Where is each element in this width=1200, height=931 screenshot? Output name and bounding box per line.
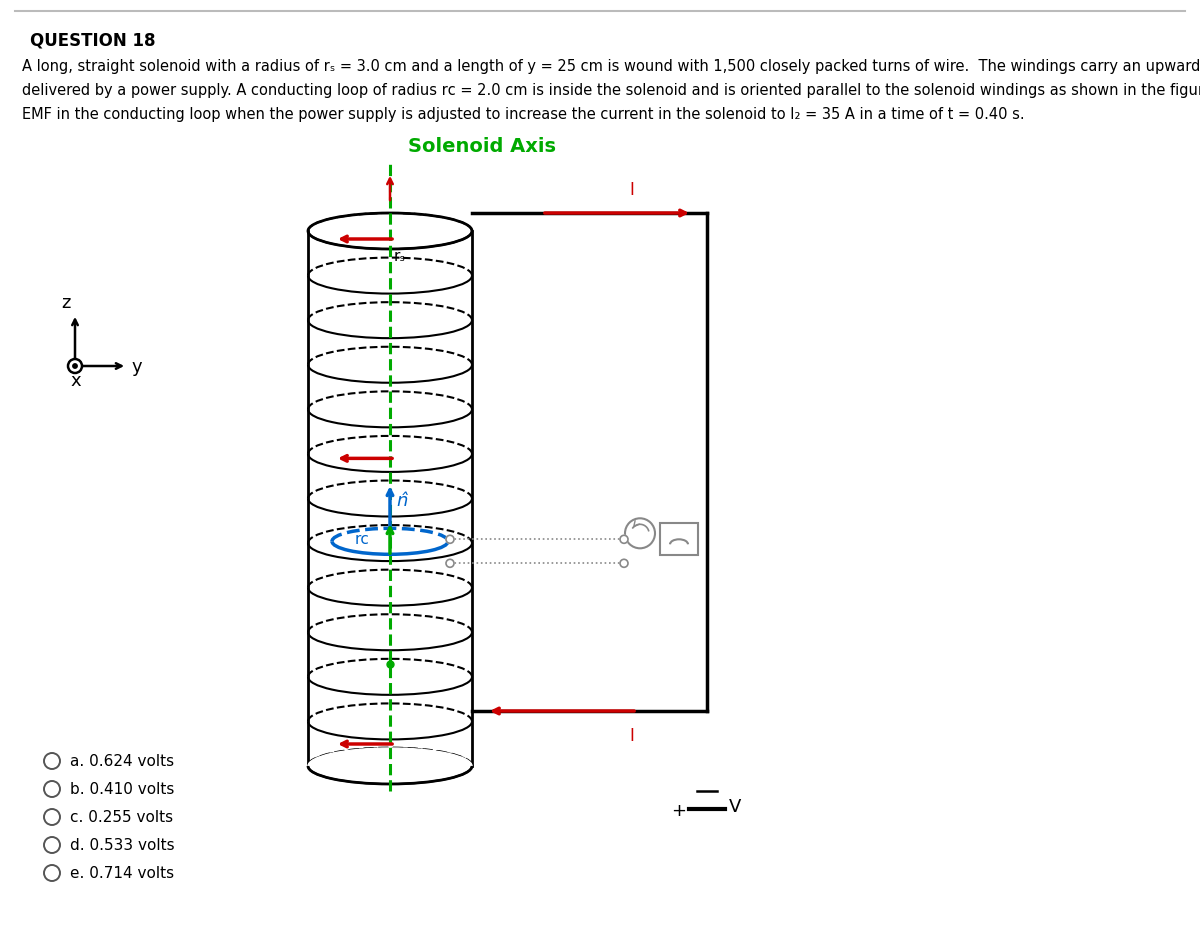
Text: c. 0.255 volts: c. 0.255 volts — [70, 809, 173, 825]
Circle shape — [620, 535, 628, 544]
Text: I: I — [630, 181, 635, 199]
Text: +: + — [672, 802, 686, 820]
Circle shape — [446, 560, 454, 567]
Text: V: V — [728, 798, 742, 816]
Text: I: I — [630, 727, 635, 745]
Circle shape — [446, 535, 454, 544]
Text: delivered by a power supply. A conducting loop of radius rᴄ = 2.0 cm is inside t: delivered by a power supply. A conductin… — [22, 83, 1200, 98]
Text: A long, straight solenoid with a radius of rₛ = 3.0 cm and a length of y = 25 cm: A long, straight solenoid with a radius … — [22, 59, 1200, 74]
Text: rᴄ: rᴄ — [355, 532, 370, 546]
Text: e. 0.714 volts: e. 0.714 volts — [70, 866, 174, 881]
Circle shape — [73, 364, 77, 368]
Text: x: x — [70, 372, 80, 390]
Circle shape — [620, 560, 628, 567]
Text: n̂: n̂ — [396, 492, 407, 510]
Text: Solenoid Axis: Solenoid Axis — [408, 137, 556, 156]
Text: rₛ: rₛ — [394, 249, 406, 264]
Text: b. 0.410 volts: b. 0.410 volts — [70, 781, 174, 797]
Ellipse shape — [308, 748, 472, 784]
Text: d. 0.533 volts: d. 0.533 volts — [70, 838, 175, 853]
Text: a. 0.624 volts: a. 0.624 volts — [70, 753, 174, 768]
Text: y: y — [132, 358, 143, 376]
Circle shape — [68, 359, 82, 373]
Text: z: z — [61, 294, 71, 312]
Text: EMF in the conducting loop when the power supply is adjusted to increase the cur: EMF in the conducting loop when the powe… — [22, 107, 1025, 122]
FancyBboxPatch shape — [660, 523, 698, 555]
Text: QUESTION 18: QUESTION 18 — [30, 31, 156, 49]
